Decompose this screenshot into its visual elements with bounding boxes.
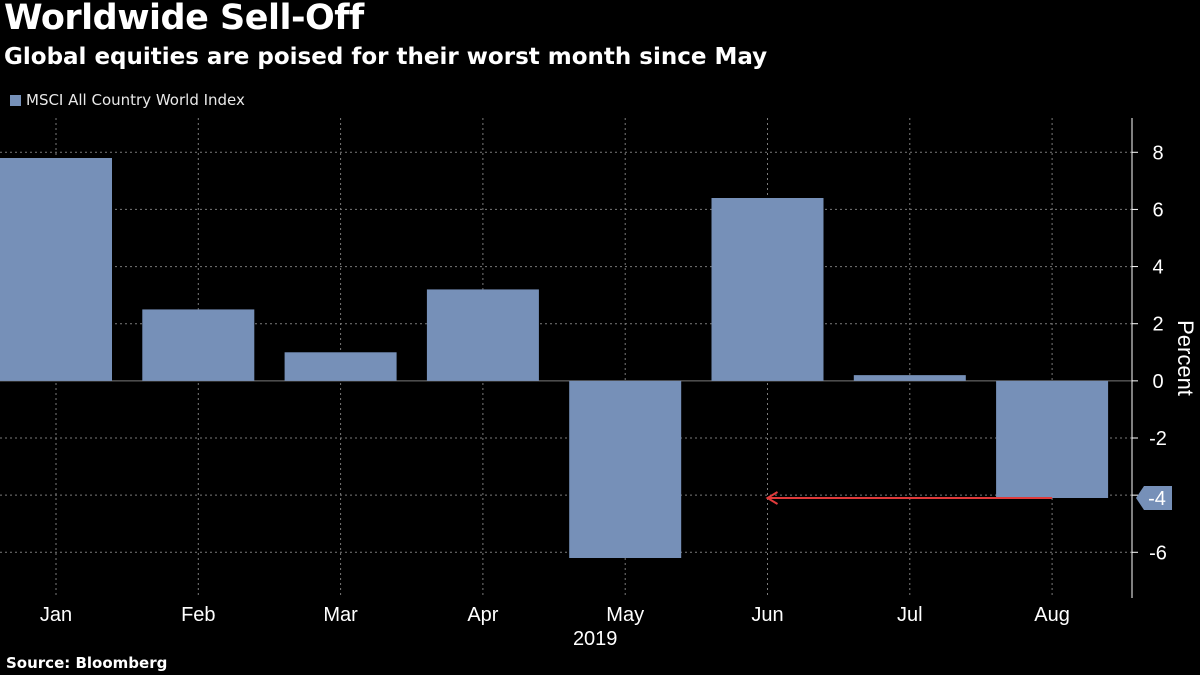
x-tick-label: Jul	[897, 604, 923, 626]
legend-label: MSCI All Country World Index	[26, 91, 245, 109]
y-axis-title: Percent	[1173, 320, 1198, 396]
x-axis-labels: Jan Feb Mar Apr May Jun Jul Aug 2019	[40, 604, 1070, 650]
x-tick-label: Jun	[751, 604, 783, 626]
bar-jun	[711, 198, 824, 381]
arrow-head	[765, 491, 779, 505]
legend: MSCI All Country World Index	[10, 91, 245, 109]
x-tick-label: Jan	[40, 604, 72, 626]
y-tick-label: 6	[1152, 199, 1163, 221]
x-tick-label: Apr	[467, 604, 498, 626]
x-tick-label: May	[606, 604, 644, 626]
bar-aug	[996, 380, 1109, 498]
y-tick-label: -6	[1149, 542, 1167, 564]
x-tick-label: Feb	[181, 604, 215, 626]
bar-jul	[853, 375, 966, 381]
y-axis: 8 6 4 2 0 -2 -6 Percent -4	[1131, 118, 1198, 598]
source-note: Source: Bloomberg	[6, 654, 168, 672]
bar-apr	[426, 289, 539, 381]
annotation-arrow	[765, 491, 1053, 505]
y-tick-label: 8	[1152, 142, 1163, 164]
x-tick-label: Aug	[1034, 604, 1070, 626]
bar-feb	[142, 309, 255, 381]
chart-title: Worldwide Sell-Off	[4, 0, 364, 38]
chart-subtitle: Global equities are poised for their wor…	[4, 44, 768, 70]
bar-jan	[0, 158, 112, 381]
bars	[0, 158, 1109, 558]
y-tick-label: 2	[1152, 314, 1163, 336]
last-value-tag	[1136, 486, 1172, 510]
bar-may	[569, 380, 682, 558]
y-tick-label: -2	[1149, 428, 1167, 450]
legend-swatch	[10, 94, 21, 106]
x-group-label: 2019	[573, 628, 618, 650]
y-tick-label: 0	[1152, 371, 1163, 393]
last-value-label: -4	[1148, 488, 1166, 510]
x-tick-label: Mar	[323, 604, 358, 626]
bar-mar	[284, 352, 397, 381]
y-tick-label: 4	[1152, 257, 1163, 279]
